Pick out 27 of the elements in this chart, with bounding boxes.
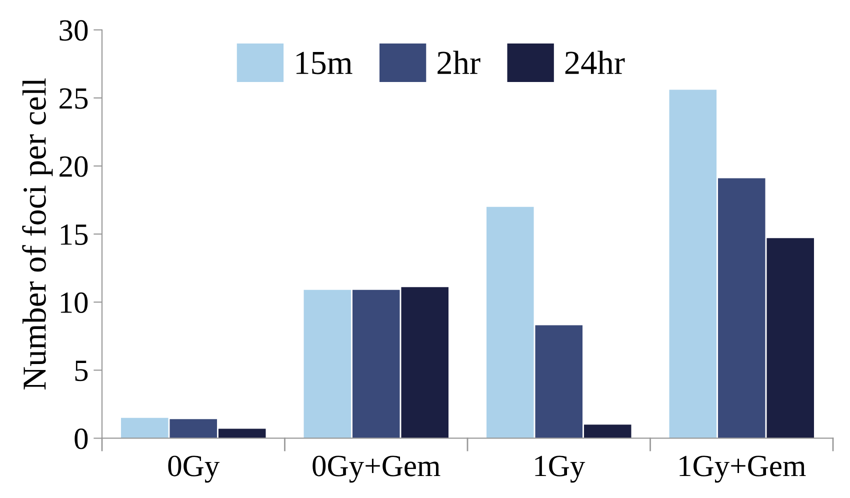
bar: [170, 419, 218, 438]
x-tick-label: 0Gy+Gem: [312, 456, 440, 483]
bar: [352, 290, 400, 438]
bar: [535, 325, 583, 438]
x-tick-label: 1Gy+Gem: [680, 456, 806, 483]
x-tick-label: 0Gy: [168, 456, 220, 483]
bar: [121, 418, 168, 438]
y-tick-label: 10: [60, 292, 88, 314]
legend-label: 2hr: [438, 50, 480, 74]
y-tick-label: 30: [60, 20, 88, 41]
y-tick-label: 0: [74, 428, 88, 450]
bar: [486, 206, 534, 438]
bar: [584, 424, 632, 438]
legend-label: 15m: [296, 52, 352, 74]
bar: [401, 287, 448, 438]
bar: [718, 178, 766, 438]
y-tick-label: 5: [75, 360, 88, 382]
bar: [218, 428, 266, 438]
x-tick-label: 1Gy: [535, 456, 586, 483]
bar: [669, 90, 717, 438]
bar: [304, 290, 352, 438]
y-tick-label: 15: [60, 224, 88, 245]
y-tick-label: 20: [60, 156, 88, 177]
y-axis-title: Number of foci per cell: [22, 78, 53, 390]
y-tick-label: 25: [60, 88, 88, 109]
bar: [766, 238, 814, 438]
legend-label: 24hr: [565, 50, 625, 74]
